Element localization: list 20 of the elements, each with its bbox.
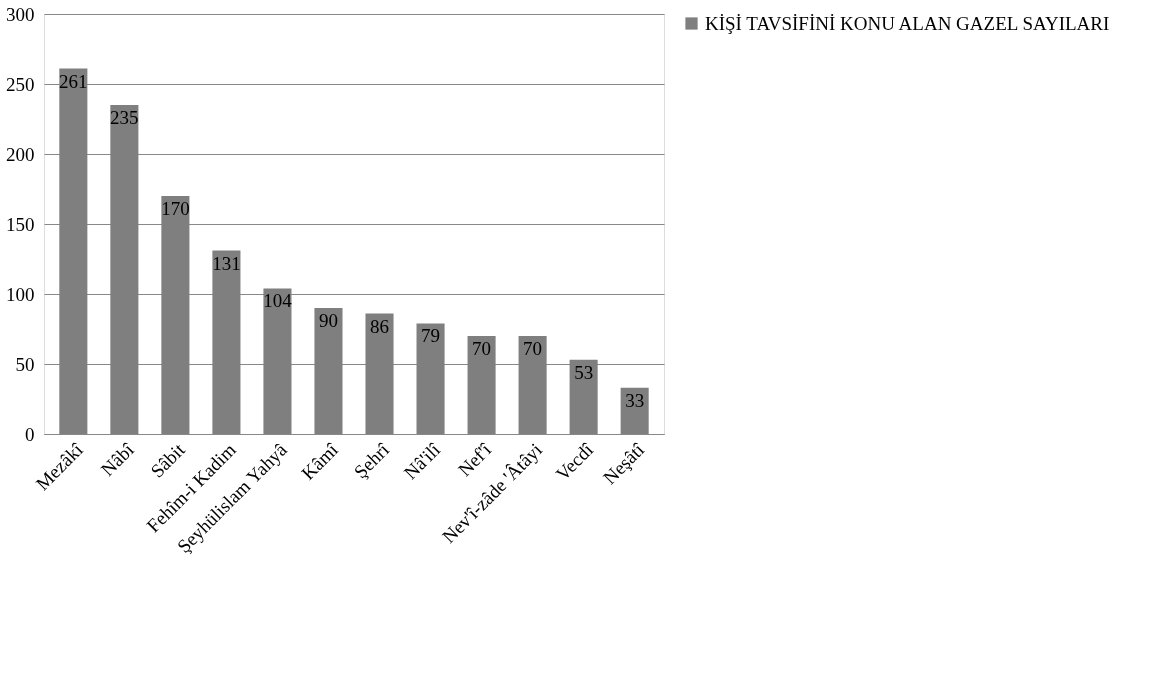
data-label: 90 <box>318 310 338 331</box>
data-label: 33 <box>625 389 645 411</box>
y-tick-label: 100 <box>6 283 35 305</box>
data-label: 104 <box>263 290 293 312</box>
data-label: 235 <box>110 107 139 128</box>
data-label: 86 <box>370 315 390 337</box>
data-label: 53 <box>574 361 594 383</box>
legend-label: KİŞİ TAVSİFİNİ KONU ALAN GAZEL SAYILARI <box>705 12 1110 34</box>
data-label: 79 <box>421 325 441 347</box>
y-tick-label: 0 <box>25 423 35 445</box>
data-label: 70 <box>472 338 492 359</box>
data-label: 170 <box>161 198 190 219</box>
y-tick-label: 50 <box>15 353 35 375</box>
y-tick-label: 200 <box>6 143 35 165</box>
y-tick-label: 300 <box>6 3 35 25</box>
y-tick-label: 150 <box>6 213 35 235</box>
data-label: 131 <box>212 252 241 274</box>
y-tick-label: 250 <box>6 73 35 95</box>
data-label: 261 <box>59 70 88 92</box>
data-label: 70 <box>523 338 543 359</box>
